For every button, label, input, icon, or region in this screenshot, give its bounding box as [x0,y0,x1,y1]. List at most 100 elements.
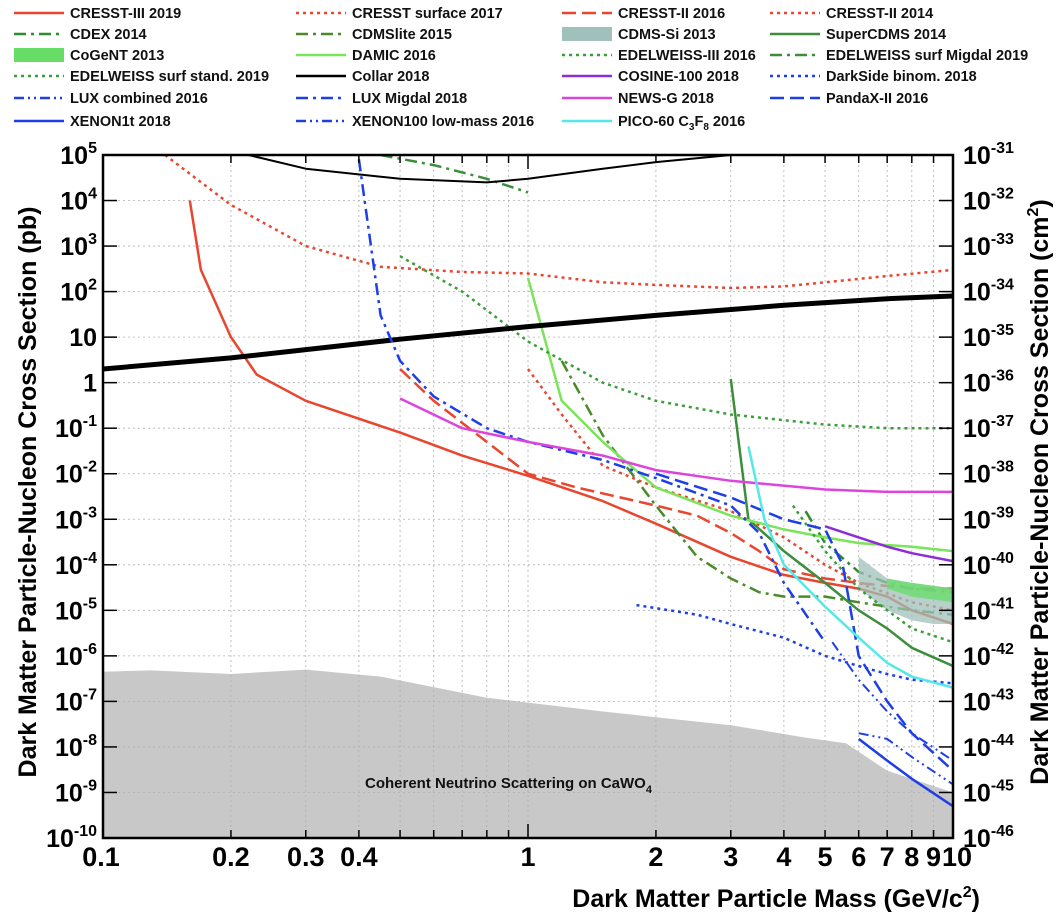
legend-label: CRESST-II 2014 [826,6,933,22]
legend-label: Collar 2018 [352,69,429,85]
y-left-tick-label: 10-9 [55,777,97,807]
legend-item-news-g-2018: NEWS-G 2018 [562,91,714,107]
series-supercdms-2014 [729,378,953,668]
series-cresst-surface-2017 [164,155,953,290]
y-left-tick-label: 10-8 [55,732,97,762]
x-tick-label: 3 [723,842,738,872]
x-axis-tick-labels: 0.1 0.2 0.3 0.4 1 2 3 4 5 6 7 8 9 10 [82,842,972,872]
series-pico-60-c3f8-2016 [747,446,953,689]
legend-item-xenon100-low-mass-2016: XENON100 low-mass 2016 [296,114,534,130]
y-left-tick-label: 10-3 [55,504,97,534]
x-tick-label: 5 [818,842,833,872]
series-news-g-2018 [399,397,953,494]
legend-label: DAMIC 2016 [352,48,436,64]
y-right-tick-label: 10-43 [963,686,1014,716]
y-right-tick-label: 10-40 [963,550,1014,580]
legend-item-cdms-si-2013: CDMS-Si 2013 [562,27,716,43]
legend-label: CDEX 2014 [70,27,147,43]
y-left-tick-label: 10-7 [55,686,97,716]
legend: CRESST-III 2019 CRESST surface 2017 CRESST… [14,6,1028,133]
legend-swatch [14,48,64,62]
series-cdmslite-2015 [560,360,953,616]
x-tick-label: 7 [880,842,895,872]
y-right-tick-label: 10-34 [963,277,1014,307]
legend-item-cresst-surface-2017: CRESST surface 2017 [296,6,503,22]
y-right-tick-label: 10-45 [963,777,1014,807]
y-right-tick-label: 10-36 [963,368,1014,398]
legend-item-cresst-iii-2019: CRESST-III 2019 [14,6,181,22]
y-right-tick-label: 10-38 [963,459,1014,489]
legend-label: CDMSlite 2015 [352,27,452,43]
legend-item-darkside-binom-2018: DarkSide binom. 2018 [770,69,977,85]
series-collar-2018 [248,155,731,184]
x-tick-label: 0.1 [82,842,120,872]
legend-item-cresst-ii-2016: CRESST-II 2016 [562,6,725,22]
y-left-tick-label: 104 [60,186,97,216]
legend-label: CRESST surface 2017 [352,6,503,22]
series-cresst-ii-2016 [399,368,953,590]
y-right-tick-label: 10-46 [963,823,1014,853]
legend-label: CoGeNT 2013 [70,48,164,64]
legend-label: SuperCDMS 2014 [826,27,946,43]
neutrino-floor-annotation: Coherent Neutrino Scattering on CaWO4 [365,775,653,796]
legend-label: EDELWEISS surf Migdal 2019 [826,48,1028,64]
y-axis-right-tick-labels: 10-31 10-32 10-33 10-34 10-35 10-36 10-37 10-38… [963,140,1014,853]
y-left-tick-label: 1 [83,370,97,398]
legend-label: PICO-60 C3F8 2016 [618,114,745,133]
series-xenon100-low-mass-2016 [858,732,953,786]
legend-item-xenon1t-2018: XENON1t 2018 [14,114,171,130]
legend-label: XENON100 low-mass 2016 [352,114,534,130]
y-right-tick-label: 10-44 [963,732,1014,762]
legend-item-supercdms-2014: SuperCDMS 2014 [770,27,946,43]
legend-item-pandax-ii-2016: PandaX-II 2016 [770,91,928,107]
y-right-tick-label: 10-33 [963,231,1014,261]
x-tick-label: 1 [520,842,535,872]
legend-label: NEWS-G 2018 [618,91,714,107]
legend-item-cresst-ii-2014: CRESST-II 2014 [770,6,933,22]
y-left-tick-label: 102 [60,277,97,307]
legend-item-cogent-2013: CoGeNT 2013 [14,48,164,64]
legend-label: LUX Migdal 2018 [352,91,467,107]
x-tick-label: 8 [904,842,919,872]
series-cogent-2013 [887,578,953,603]
y-left-tick-label: 105 [60,140,97,170]
x-tick-label: 2 [648,842,663,872]
legend-label: EDELWEISS surf stand. 2019 [70,69,269,85]
series-darkside-binom-2018 [636,603,953,685]
legend-label: CDMS-Si 2013 [618,27,716,43]
series-cresst-ii-2014 [526,368,953,612]
x-tick-label: 10 [942,842,972,872]
series-lux-combined-2016 [831,641,953,762]
y-right-tick-label: 10-35 [963,322,1014,352]
y-left-tick-label: 10 [69,324,97,352]
legend-item-cdmslite-2015: CDMSlite 2015 [296,27,452,43]
x-axis-title: Dark Matter Particle Mass (GeV/c2) [572,884,980,913]
legend-item-pico-60-c3f8-2016: PICO-60 C3F8 2016 [562,114,745,133]
legend-label: PandaX-II 2016 [826,91,928,107]
y-right-tick-label: 10-42 [963,641,1014,671]
series-xenon1t-2018 [857,737,953,808]
y-left-tick-label: 10-5 [55,595,97,625]
legend-item-edelweiss-surf-stand-2019: EDELWEISS surf stand. 2019 [14,69,269,85]
legend-label: LUX combined 2016 [70,91,208,107]
legend-item-edelweiss-surf-migdal-2019: EDELWEISS surf Migdal 2019 [770,48,1028,64]
legend-label: CRESST-III 2019 [70,6,181,22]
legend-item-lux-migdal-2018: LUX Migdal 2018 [296,91,467,107]
series-pandax-ii-2016 [655,472,953,772]
legend-item-lux-combined-2016: LUX combined 2016 [14,91,208,107]
x-tick-label: 0.4 [340,842,378,872]
legend-label: XENON1t 2018 [70,114,171,130]
y-left-tick-label: 10-1 [55,413,97,443]
legend-item-cosine-100-2018: COSINE-100 2018 [562,69,739,85]
legend-item-edelweiss-iii-2016: EDELWEISS-III 2016 [562,48,756,64]
y-left-tick-label: 103 [60,231,97,261]
x-tick-label: 6 [851,842,866,872]
legend-label: COSINE-100 2018 [618,69,739,85]
neutrino-floor-region [103,669,953,838]
y-right-tick-label: 10-37 [963,413,1014,443]
series-collar-2018 [103,293,953,372]
legend-swatch [562,27,612,41]
legend-label: EDELWEISS-III 2016 [618,48,756,64]
series-edelweiss-surf-stand-2019 [399,255,953,430]
